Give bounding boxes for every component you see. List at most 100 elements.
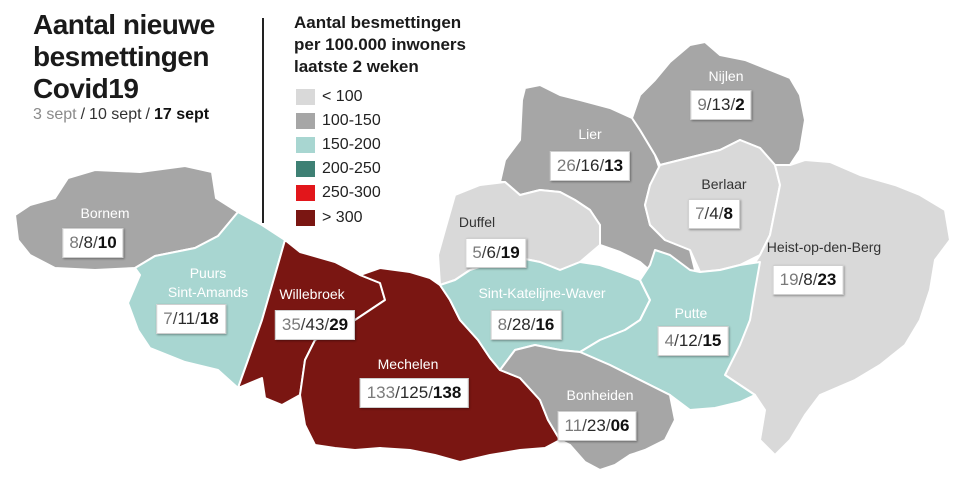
- value-third: 18: [199, 309, 219, 328]
- value-second: 16: [580, 156, 600, 175]
- value-box-lier: 26/16/13: [549, 151, 631, 181]
- separator: /: [605, 416, 611, 435]
- value-second: 6: [486, 243, 497, 262]
- region-label-berlaar: Berlaar: [701, 176, 747, 192]
- value-box-willebroek: 35/43/29: [274, 310, 356, 340]
- region-label-mechelen: Mechelen: [377, 356, 439, 372]
- region-label-line: Puurs: [189, 265, 227, 281]
- legend-label: 200-250: [322, 160, 381, 177]
- value-box-bornem: 8/8/10: [62, 228, 124, 258]
- separator: /: [582, 416, 587, 435]
- value-box-bonheiden: 11/23/06: [557, 411, 637, 441]
- title-line: Aantal nieuwe: [33, 9, 215, 40]
- separator: /: [575, 156, 581, 175]
- value-second: 125: [399, 383, 429, 402]
- legend-title: Aantal besmettingen per 100.000 inwoners…: [294, 12, 466, 78]
- title-line: besmettingen: [33, 41, 210, 72]
- value-third: 138: [432, 383, 462, 402]
- separator: /: [395, 383, 400, 402]
- legend-swatch: [296, 113, 315, 129]
- legend-title-line: Aantal besmettingen: [294, 13, 462, 32]
- value-third: 15: [702, 331, 722, 350]
- separator: /: [730, 95, 736, 114]
- legend-swatch: [296, 137, 315, 153]
- separator: /: [145, 106, 150, 123]
- legend-label: > 300: [322, 209, 363, 226]
- separator: /: [195, 309, 200, 328]
- value-box-putte: 4/12/15: [657, 326, 729, 356]
- value-box-heist-op-den-berg: 19/8/23: [772, 265, 844, 295]
- value-third: 23: [817, 270, 837, 289]
- separator: /: [507, 315, 512, 334]
- date-subtitle: 3 sept/10 sept/17 sept: [33, 105, 209, 125]
- separator: /: [798, 270, 804, 289]
- legend-title-line: per 100.000 inwoners: [294, 35, 466, 54]
- region-label-line: Sint-Amands: [167, 284, 249, 300]
- legend-label: 250-300: [322, 184, 381, 201]
- separator: /: [704, 204, 710, 223]
- value-third: 10: [97, 233, 117, 252]
- region-label-puurs-sint-amands: Puurs Sint-Amands: [168, 264, 248, 302]
- separator: /: [530, 315, 536, 334]
- separator: /: [674, 331, 679, 350]
- separator: /: [697, 331, 703, 350]
- legend-swatch: [296, 161, 315, 177]
- separator: /: [481, 243, 487, 262]
- value-box-nijlen: 9/13/2: [690, 90, 752, 120]
- value-third: 8: [723, 204, 733, 223]
- legend-title-line: laatste 2 weken: [294, 57, 419, 76]
- region-label-willebroek: Willebroek: [279, 286, 345, 302]
- value-box-berlaar: 7/4/8: [688, 199, 740, 229]
- legend-label: 100-150: [322, 112, 381, 129]
- separator: /: [80, 106, 86, 123]
- region-label-heist-op-den-berg: Heist-op-den-Berg: [766, 239, 882, 255]
- value-box-duffel: 5/6/19: [465, 238, 527, 268]
- value-third: 06: [610, 416, 630, 435]
- separator: /: [300, 315, 306, 334]
- value-second: 23: [586, 416, 606, 435]
- date-1: 3 sept: [33, 106, 77, 123]
- date-2: 10 sept: [89, 106, 142, 123]
- separator: /: [78, 233, 84, 252]
- value-second: 11: [177, 309, 196, 328]
- value-box-sint-katelijne-waver: 8/28/16: [490, 310, 562, 340]
- divider: [262, 18, 264, 223]
- value-third: 2: [735, 95, 745, 114]
- separator: /: [496, 243, 501, 262]
- legend-label: < 100: [322, 88, 363, 105]
- value-first: 35: [281, 315, 301, 334]
- title-line: Covid19: [33, 73, 139, 104]
- region-label-lier: Lier: [578, 126, 602, 142]
- value-third: 13: [604, 156, 624, 175]
- value-third: 19: [500, 243, 520, 262]
- value-third: 29: [329, 315, 349, 334]
- value-third: 16: [535, 315, 555, 334]
- region-label-putte: Putte: [674, 305, 708, 321]
- value-first: 133: [366, 383, 396, 402]
- value-first: 9: [697, 95, 707, 114]
- value-first: 8: [497, 315, 508, 334]
- value-first: 26: [556, 156, 576, 175]
- date-3: 17 sept: [153, 106, 210, 123]
- value-second: 43: [305, 315, 325, 334]
- value-second: 8: [83, 233, 94, 252]
- value-second: 12: [678, 331, 698, 350]
- separator: /: [718, 204, 724, 223]
- region-label-duffel: Duffel: [458, 214, 496, 230]
- value-second: 8: [803, 270, 813, 289]
- separator: /: [599, 156, 605, 175]
- region-label-sint-katelijne-waver: Sint-Katelijne-Waver: [478, 285, 606, 301]
- value-box-mechelen: 133/125/138: [359, 378, 469, 408]
- value-first: 4: [664, 331, 675, 350]
- separator: /: [172, 309, 178, 328]
- legend-label: 150-200: [322, 136, 381, 153]
- separator: /: [93, 233, 98, 252]
- legend-swatch: [296, 185, 315, 201]
- separator: /: [706, 95, 712, 114]
- value-first: 7: [163, 309, 173, 328]
- legend-swatch: [296, 210, 315, 226]
- region-label-bornem: Bornem: [80, 205, 130, 221]
- region-label-nijlen: Nijlen: [708, 68, 744, 84]
- value-second: 4: [709, 204, 719, 223]
